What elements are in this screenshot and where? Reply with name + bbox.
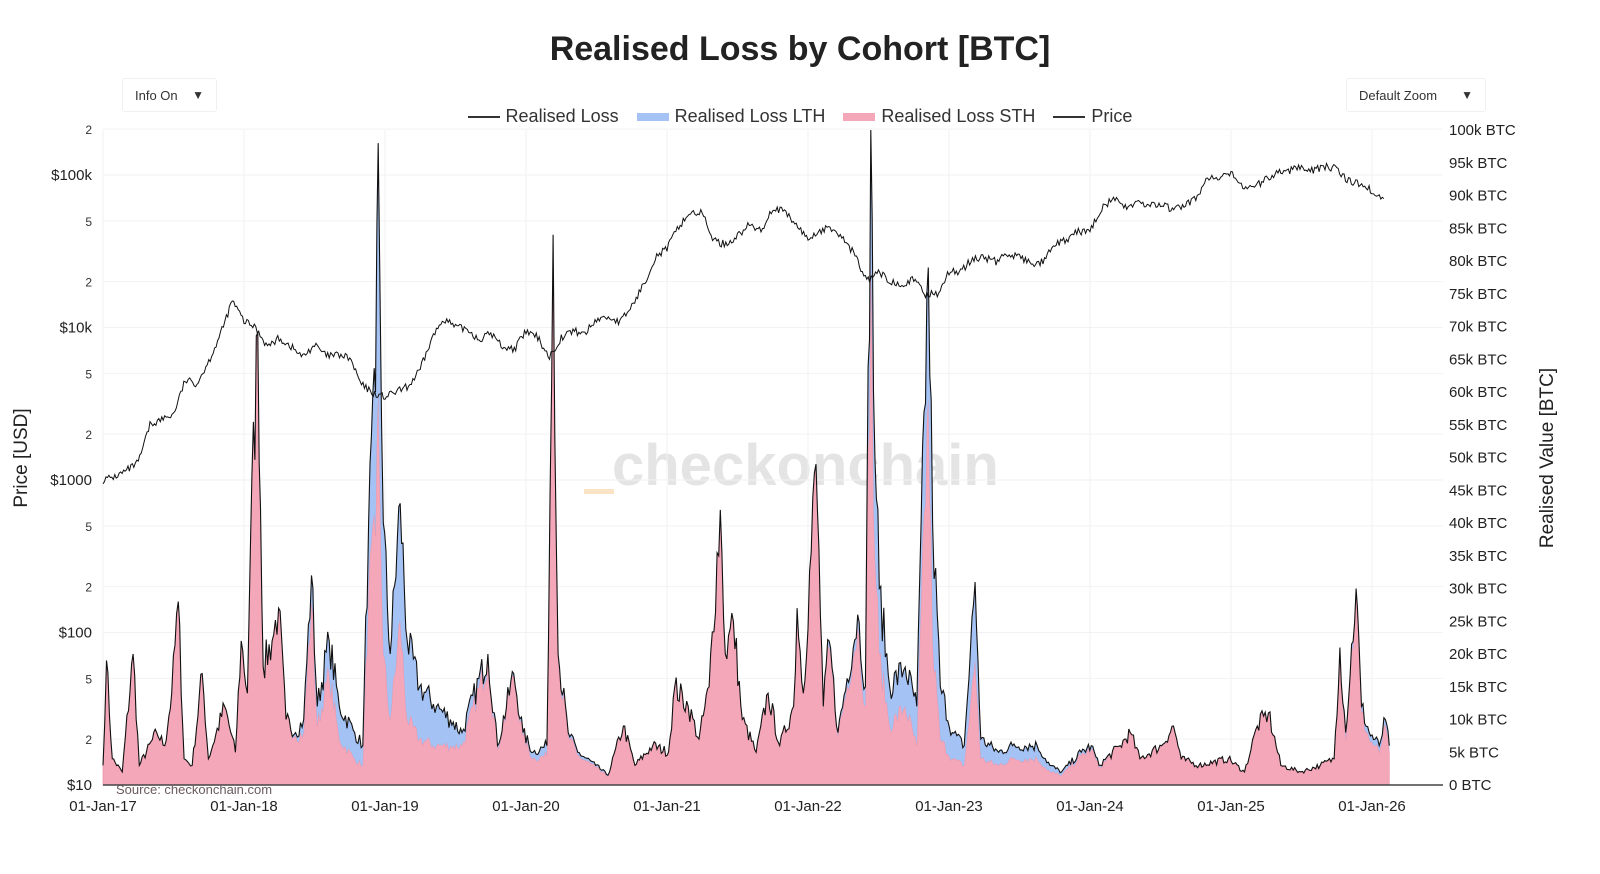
- series-sth-area: [102, 247, 1390, 786]
- y-left-title: Price [USD]: [11, 408, 32, 507]
- chevron-down-icon: ▼: [1461, 88, 1473, 102]
- y-left-tick-label: $100: [59, 625, 92, 642]
- y-right-tick-label: 0 BTC: [1449, 777, 1492, 794]
- x-tick-label: 01-Jan-22: [774, 798, 842, 815]
- y-right-tick-label: 30k BTC: [1449, 581, 1508, 598]
- y-left-tick-label: 5: [85, 215, 92, 229]
- legend-item-realised-loss[interactable]: Realised Loss: [467, 106, 619, 127]
- zoom-dropdown[interactable]: Default Zoom ▼: [1346, 78, 1486, 112]
- y-right-tick-label: 100k BTC: [1449, 122, 1516, 139]
- y-right-tick-label: 55k BTC: [1449, 417, 1508, 434]
- series-realised-loss-line: [102, 129, 1390, 776]
- x-tick-label: 01-Jan-17: [69, 798, 137, 815]
- y-right-tick-label: 65k BTC: [1449, 351, 1508, 368]
- chevron-down-icon: ▼: [192, 88, 204, 102]
- legend-swatch: [843, 112, 876, 121]
- y-right-tick-label: 85k BTC: [1449, 220, 1508, 237]
- y-left-tick-label: $100k: [51, 167, 92, 184]
- y-right-tick-label: 10k BTC: [1449, 712, 1508, 729]
- info-dropdown-label: Info On: [135, 87, 178, 103]
- y-right-tick-label: 5k BTC: [1449, 744, 1499, 761]
- y-left-tick-label: 2: [85, 581, 92, 595]
- x-tick-label: 01-Jan-20: [492, 798, 560, 815]
- legend-item-sth[interactable]: Realised Loss STH: [843, 106, 1035, 127]
- watermark-bar: [584, 489, 614, 494]
- y-right-tick-label: 45k BTC: [1449, 482, 1508, 499]
- y-right-title: Realised Value [BTC]: [1537, 368, 1558, 548]
- y-left-tick-label: 2: [85, 123, 92, 137]
- y-right-tick-label: 15k BTC: [1449, 679, 1508, 696]
- y-left-tick-label: 5: [85, 672, 92, 686]
- y-left-tick-label: 2: [85, 428, 92, 442]
- y-left-tick-label: 2: [85, 276, 92, 290]
- legend-swatch: [467, 115, 500, 118]
- x-tick-label: 01-Jan-21: [633, 798, 701, 815]
- chart-title: Realised Loss by Cohort [BTC]: [549, 30, 1051, 68]
- x-tick-label: 01-Jan-25: [1197, 798, 1265, 815]
- x-tick-label: 01-Jan-19: [351, 798, 419, 815]
- y-right-tick-label: 70k BTC: [1449, 319, 1508, 336]
- legend: Realised Loss Realised Loss LTH Realised…: [0, 106, 1600, 127]
- source-note: Source: checkonchain.com: [116, 782, 273, 797]
- y-left-tick-label: $1000: [50, 472, 92, 489]
- y-right-tick-label: 95k BTC: [1449, 155, 1508, 172]
- x-tick-label: 01-Jan-26: [1338, 798, 1406, 815]
- watermark: checkonchain: [612, 433, 999, 498]
- y-right-tick-label: 75k BTC: [1449, 286, 1508, 303]
- legend-item-price[interactable]: Price: [1053, 106, 1132, 127]
- legend-swatch: [1053, 115, 1086, 118]
- y-right-tick-label: 90k BTC: [1449, 188, 1508, 205]
- y-right-tick-label: 20k BTC: [1449, 646, 1508, 663]
- y-right-tick-label: 35k BTC: [1449, 548, 1508, 565]
- y-left-tick-label: 5: [85, 520, 92, 534]
- x-tick-label: 01-Jan-18: [210, 798, 278, 815]
- legend-item-lth[interactable]: Realised Loss LTH: [636, 106, 826, 127]
- legend-label: Realised Loss: [505, 106, 619, 126]
- legend-label: Realised Loss STH: [881, 106, 1036, 126]
- y-right-tick-label: 25k BTC: [1449, 613, 1508, 630]
- y-right-tick-label: 40k BTC: [1449, 515, 1508, 532]
- legend-swatch: [636, 112, 669, 121]
- y-right-tick-label: 60k BTC: [1449, 384, 1508, 401]
- x-tick-label: 01-Jan-24: [1056, 798, 1124, 815]
- y-left-tick-label: 2: [85, 733, 92, 747]
- y-right-tick-label: 80k BTC: [1449, 253, 1508, 270]
- y-left-tick-label: $10: [67, 777, 92, 794]
- y-left-tick-label: $10k: [59, 320, 92, 337]
- x-tick-label: 01-Jan-23: [915, 798, 983, 815]
- info-dropdown[interactable]: Info On ▼: [122, 78, 217, 112]
- series-price-line: [102, 161, 1385, 485]
- legend-label: Realised Loss LTH: [674, 106, 826, 126]
- y-right-tick-label: 50k BTC: [1449, 450, 1508, 467]
- y-left-tick-label: 5: [85, 367, 92, 381]
- zoom-dropdown-label: Default Zoom: [1359, 87, 1438, 103]
- legend-label: Price: [1091, 106, 1133, 126]
